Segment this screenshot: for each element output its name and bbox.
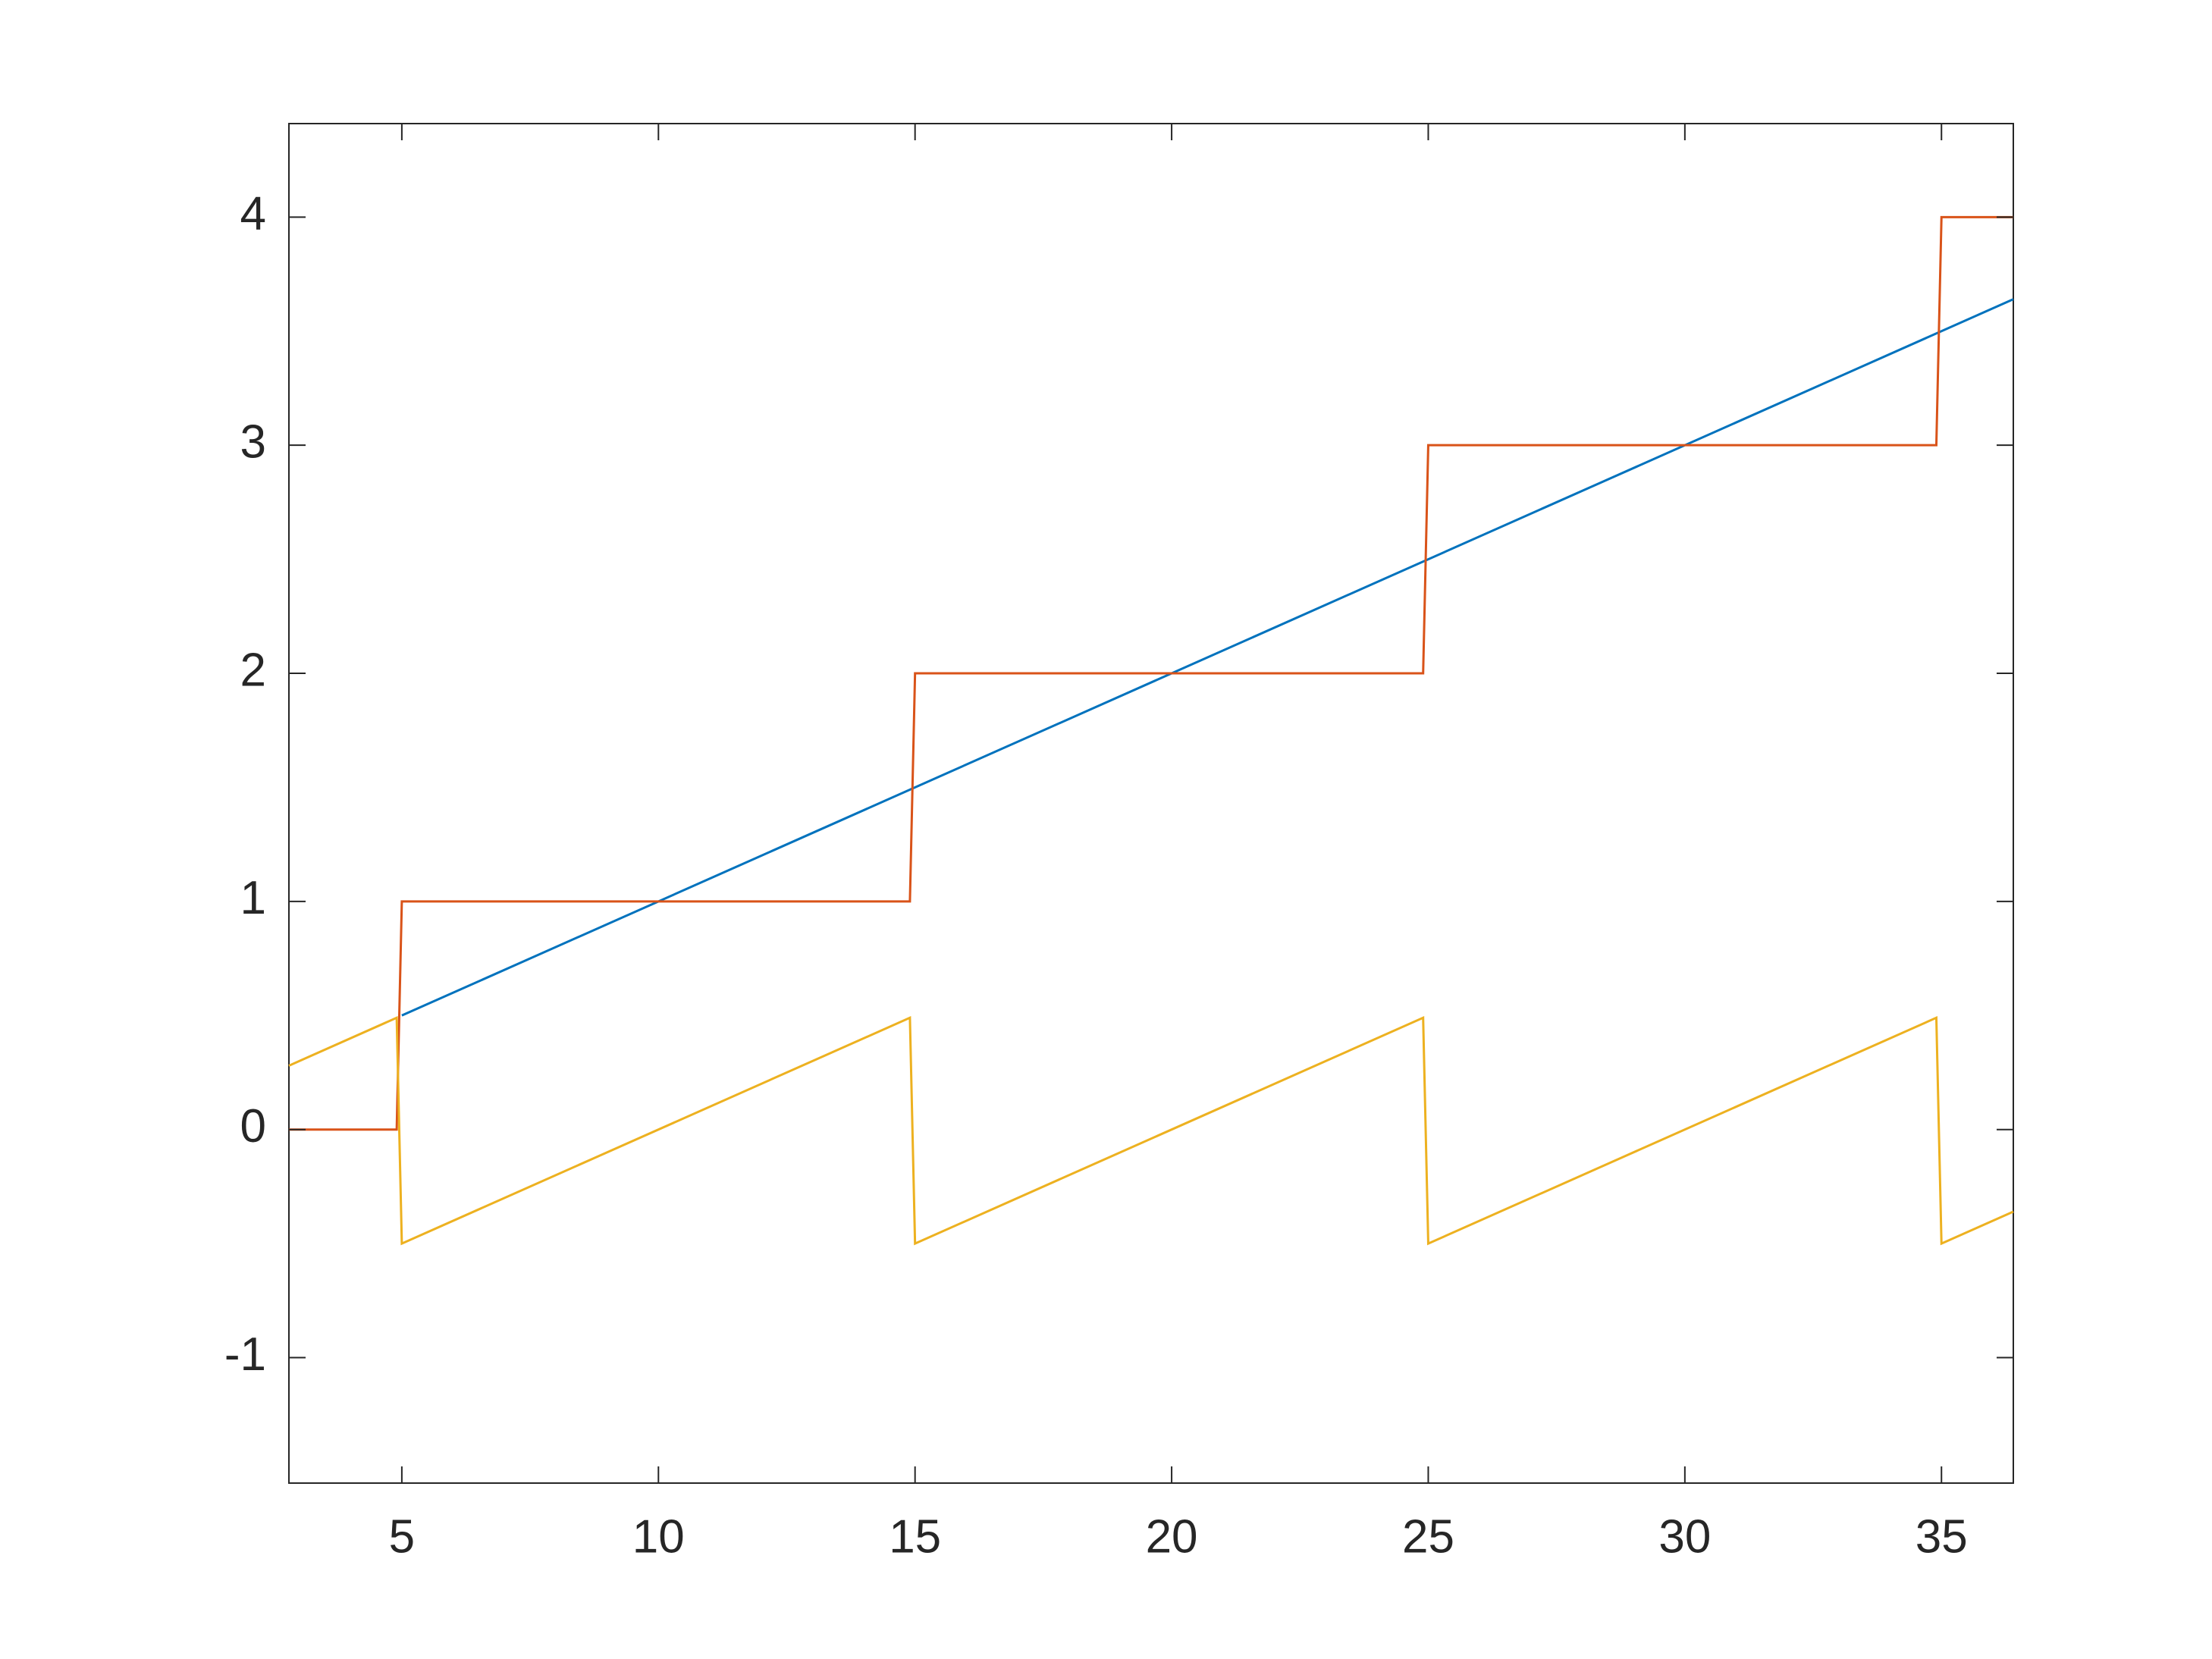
x-tick-label: 10 bbox=[632, 1510, 685, 1563]
y-tick-label: 4 bbox=[240, 188, 266, 240]
plot-box bbox=[288, 123, 2014, 1484]
x-tick-label: 15 bbox=[889, 1510, 941, 1563]
line-series bbox=[288, 1016, 2014, 1246]
y-tick-label: -1 bbox=[224, 1328, 266, 1381]
x-tick-label: 35 bbox=[1915, 1510, 1968, 1563]
x-tick-label: 25 bbox=[1402, 1510, 1454, 1563]
y-tick-label: 2 bbox=[240, 644, 266, 696]
x-tick-label: 20 bbox=[1146, 1510, 1198, 1563]
x-tick-label: 5 bbox=[389, 1510, 415, 1563]
x-tick-label: 30 bbox=[1658, 1510, 1711, 1563]
y-tick-label: 0 bbox=[240, 1100, 266, 1153]
y-tick-label: 1 bbox=[240, 872, 266, 924]
y-tick-label: 3 bbox=[240, 416, 266, 469]
line-series bbox=[401, 298, 2014, 1017]
line-series bbox=[289, 215, 2013, 1131]
